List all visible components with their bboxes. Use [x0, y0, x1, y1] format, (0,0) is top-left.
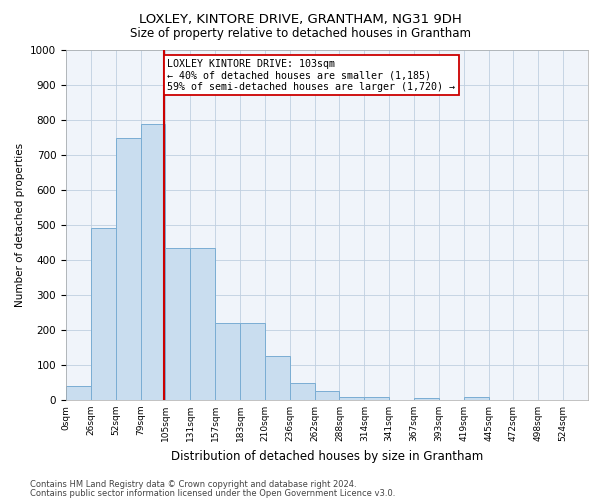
Bar [140, 124, 166, 400]
Bar [464, 396, 488, 400]
Bar [290, 382, 314, 400]
Bar [414, 398, 439, 400]
Bar [314, 391, 340, 400]
Bar [166, 248, 190, 400]
Bar [91, 228, 116, 400]
Bar [340, 396, 364, 400]
Bar [364, 396, 389, 400]
Text: Size of property relative to detached houses in Grantham: Size of property relative to detached ho… [130, 28, 470, 40]
Bar [190, 248, 215, 400]
X-axis label: Distribution of detached houses by size in Grantham: Distribution of detached houses by size … [171, 450, 483, 462]
Text: LOXLEY, KINTORE DRIVE, GRANTHAM, NG31 9DH: LOXLEY, KINTORE DRIVE, GRANTHAM, NG31 9D… [139, 12, 461, 26]
Bar [215, 323, 240, 400]
Text: LOXLEY KINTORE DRIVE: 103sqm
← 40% of detached houses are smaller (1,185)
59% of: LOXLEY KINTORE DRIVE: 103sqm ← 40% of de… [167, 58, 455, 92]
Text: Contains HM Land Registry data © Crown copyright and database right 2024.: Contains HM Land Registry data © Crown c… [30, 480, 356, 489]
Text: Contains public sector information licensed under the Open Government Licence v3: Contains public sector information licen… [30, 488, 395, 498]
Y-axis label: Number of detached properties: Number of detached properties [14, 143, 25, 307]
Bar [66, 386, 91, 400]
Bar [116, 138, 140, 400]
Bar [265, 356, 290, 400]
Bar [240, 323, 265, 400]
